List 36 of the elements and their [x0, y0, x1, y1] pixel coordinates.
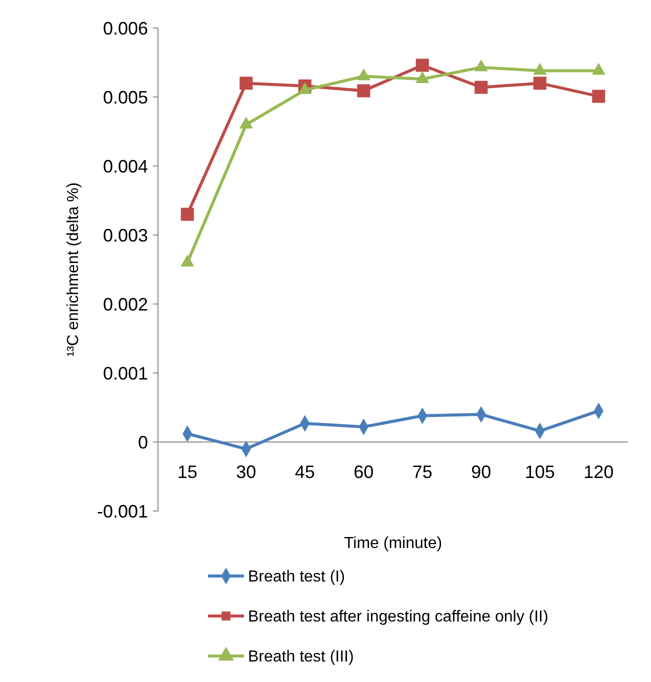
legend-label: Breath test (III) — [248, 648, 354, 666]
y-tick-label: 0.006 — [102, 18, 148, 38]
point — [298, 82, 312, 94]
point — [356, 68, 370, 80]
y-tick-label: 0.002 — [102, 294, 148, 314]
x-tick-label: 120 — [584, 462, 614, 482]
x-tick-label: 75 — [412, 462, 432, 482]
y-axis-title: ¹³C enrichment (delta %) — [65, 182, 82, 357]
x-tick-label: 30 — [236, 462, 256, 482]
point — [592, 90, 606, 103]
y-tick-label: 0.004 — [102, 156, 148, 176]
point — [180, 254, 194, 267]
legend-label: Breath test after ingesting caffeine only (II) — [248, 608, 548, 626]
y-tick-label: 0.005 — [102, 87, 148, 108]
y-tick-label: 0.001 — [102, 363, 148, 384]
y-tick-label: 0.003 — [102, 225, 148, 246]
point — [416, 58, 429, 72]
point — [180, 208, 194, 221]
point — [474, 80, 488, 94]
x-tick-label: 15 — [177, 462, 198, 482]
point — [533, 62, 547, 75]
x-tick-label: 105 — [524, 462, 555, 482]
point — [239, 116, 253, 129]
point — [474, 59, 488, 72]
x-axis-title: Time (minute) — [344, 535, 442, 552]
point — [533, 76, 546, 90]
y-tick-label: 0 — [138, 432, 148, 452]
point — [357, 84, 370, 98]
point — [592, 62, 606, 75]
y-tick-label: -0.001 — [96, 501, 148, 522]
x-tick-label: 90 — [471, 462, 492, 482]
x-tick-label: 60 — [354, 462, 374, 482]
point — [240, 76, 253, 90]
point — [416, 71, 430, 83]
legend-label: Breath test (I) — [248, 568, 345, 586]
x-tick-label: 45 — [294, 462, 315, 482]
